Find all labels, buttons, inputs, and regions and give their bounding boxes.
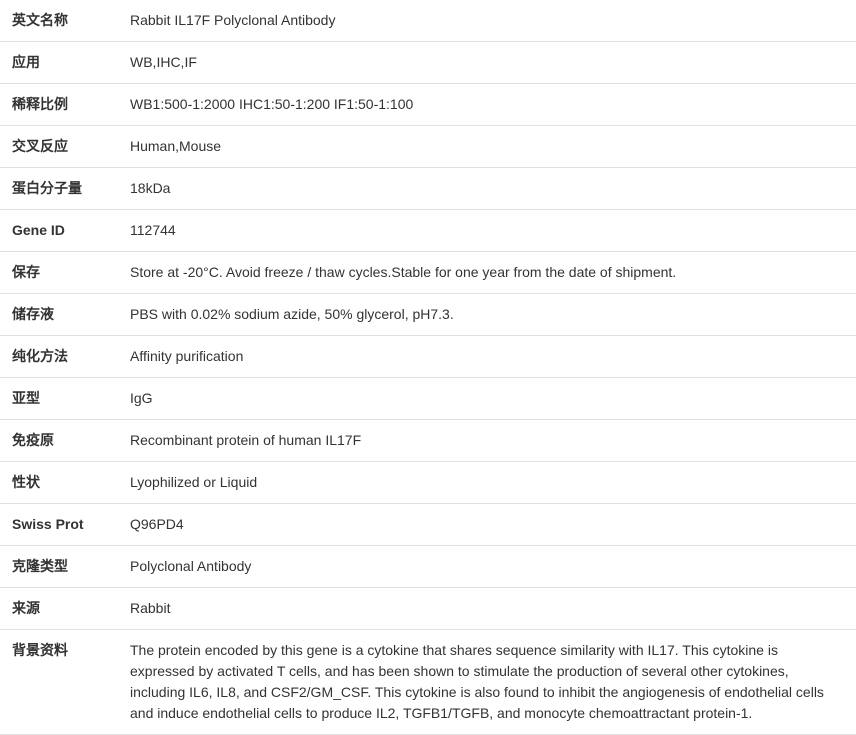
table-row: 应用 WB,IHC,IF	[0, 42, 856, 84]
row-value: WB1:500-1:2000 IHC1:50-1:200 IF1:50-1:10…	[130, 94, 844, 115]
row-label: 来源	[12, 598, 130, 619]
row-label: 稀释比例	[12, 94, 130, 115]
row-label: 交叉反应	[12, 136, 130, 157]
table-row: 免疫原 Recombinant protein of human IL17F	[0, 420, 856, 462]
spec-table: 英文名称 Rabbit IL17F Polyclonal Antibody 应用…	[0, 0, 856, 735]
table-row: 性状 Lyophilized or Liquid	[0, 462, 856, 504]
row-value: Rabbit	[130, 598, 844, 619]
row-value: Store at -20°C. Avoid freeze / thaw cycl…	[130, 262, 844, 283]
row-value: Recombinant protein of human IL17F	[130, 430, 844, 451]
table-row: 来源 Rabbit	[0, 588, 856, 630]
row-label: 免疫原	[12, 430, 130, 451]
table-row: 英文名称 Rabbit IL17F Polyclonal Antibody	[0, 0, 856, 42]
row-value: Lyophilized or Liquid	[130, 472, 844, 493]
table-row: 纯化方法 Affinity purification	[0, 336, 856, 378]
row-label: 保存	[12, 262, 130, 283]
row-label: 性状	[12, 472, 130, 493]
row-value: 112744	[130, 220, 844, 241]
table-row: 稀释比例 WB1:500-1:2000 IHC1:50-1:200 IF1:50…	[0, 84, 856, 126]
table-row: 储存液 PBS with 0.02% sodium azide, 50% gly…	[0, 294, 856, 336]
table-row: Swiss Prot Q96PD4	[0, 504, 856, 546]
row-label: 英文名称	[12, 10, 130, 31]
row-value: Rabbit IL17F Polyclonal Antibody	[130, 10, 844, 31]
row-label: 纯化方法	[12, 346, 130, 367]
row-label: Gene ID	[12, 220, 130, 241]
table-row: 保存 Store at -20°C. Avoid freeze / thaw c…	[0, 252, 856, 294]
row-value: Q96PD4	[130, 514, 844, 535]
row-label: 蛋白分子量	[12, 178, 130, 199]
row-value: IgG	[130, 388, 844, 409]
row-value: The protein encoded by this gene is a cy…	[130, 640, 844, 724]
row-value: WB,IHC,IF	[130, 52, 844, 73]
row-value: 18kDa	[130, 178, 844, 199]
table-row: 背景资料 The protein encoded by this gene is…	[0, 630, 856, 735]
table-row: Gene ID 112744	[0, 210, 856, 252]
row-value: PBS with 0.02% sodium azide, 50% glycero…	[130, 304, 844, 325]
row-label: 储存液	[12, 304, 130, 325]
table-row: 亚型 IgG	[0, 378, 856, 420]
row-value: Polyclonal Antibody	[130, 556, 844, 577]
row-value: Affinity purification	[130, 346, 844, 367]
table-row: 克隆类型 Polyclonal Antibody	[0, 546, 856, 588]
row-label: 亚型	[12, 388, 130, 409]
row-label: 应用	[12, 52, 130, 73]
row-value: Human,Mouse	[130, 136, 844, 157]
row-label: Swiss Prot	[12, 514, 130, 535]
row-label: 背景资料	[12, 640, 130, 661]
table-row: 蛋白分子量 18kDa	[0, 168, 856, 210]
row-label: 克隆类型	[12, 556, 130, 577]
table-row: 交叉反应 Human,Mouse	[0, 126, 856, 168]
